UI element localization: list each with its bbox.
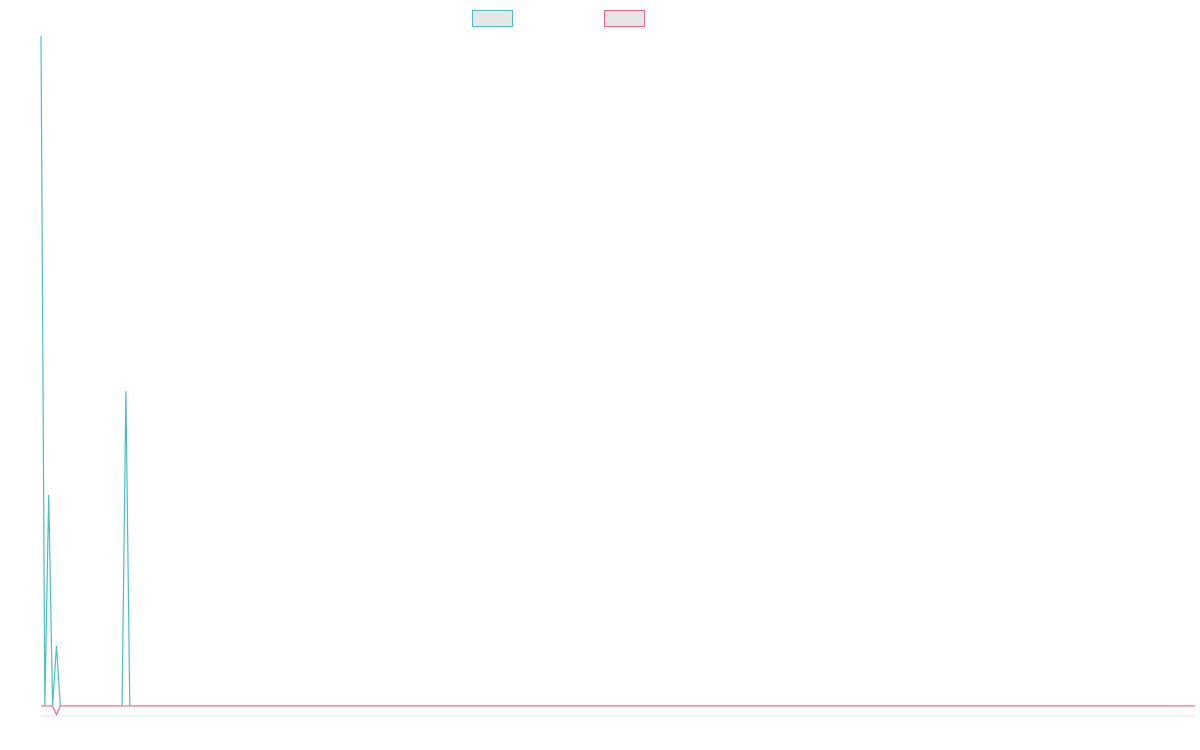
plot-area (40, 35, 1195, 717)
legend-swatch-2 (604, 10, 645, 27)
legend-swatch-1 (472, 10, 513, 27)
legend-item-2[interactable] (604, 10, 645, 27)
legend (472, 10, 645, 27)
series-line-1 (40, 35, 1195, 707)
series-line-2 (41, 705, 1195, 717)
legend-item-1[interactable] (472, 10, 513, 27)
